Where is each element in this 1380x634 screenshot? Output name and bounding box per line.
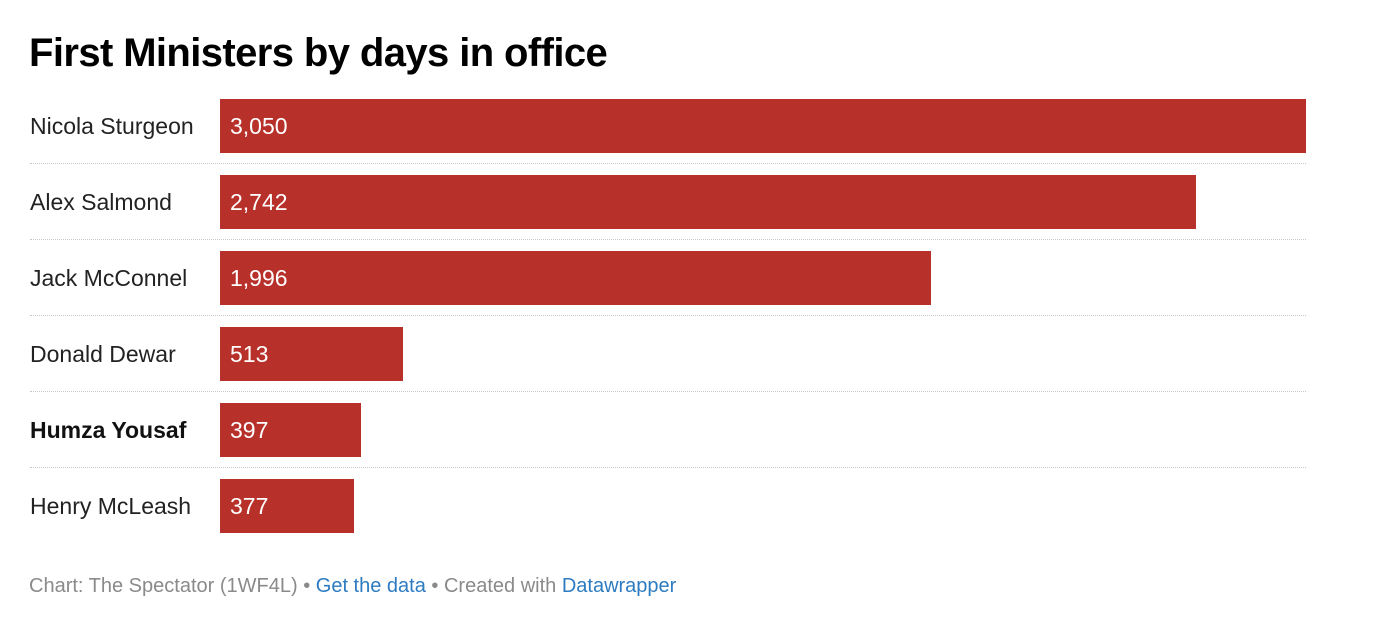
bar-row: Alex Salmond 2,742 [0,175,1306,251]
datawrapper-link[interactable]: Datawrapper [561,575,677,597]
row-separator [30,391,1306,392]
bar [220,327,403,381]
get-the-data-link[interactable]: Get the data [315,575,426,597]
category-label: Alex Salmond [30,189,172,215]
category-label: Jack McConnel [30,265,188,291]
bar [220,479,354,533]
row-separator [30,239,1306,240]
bar-value-label: 3,050 [230,113,288,139]
bar-value-label: 2,742 [230,189,288,215]
category-label: Donald Dewar [30,341,176,367]
bar-value-label: 377 [230,493,269,519]
bar-row: Nicola Sturgeon 3,050 [0,99,1306,175]
bar-value-label: 397 [230,417,269,443]
footer-created-with: Created with [443,575,557,597]
category-label: Nicola Sturgeon [30,113,194,139]
category-label: Humza Yousaf [30,417,187,443]
bar [220,403,361,457]
footer-separator: • [303,575,311,597]
bar [220,251,931,305]
bar-row: Jack McConnel 1,996 [0,251,1306,327]
footer-separator-2: • [431,575,439,597]
bar-value-label: 1,996 [230,265,288,291]
bar [220,99,1306,153]
row-separator [30,467,1306,468]
bar-value-label: 513 [230,341,269,367]
chart-footer: Chart: The Spectator (1WF4L) • Get the d… [29,573,676,599]
row-separator [30,315,1306,316]
bar-row: Henry McLeash 377 [0,479,1306,555]
footer-source: Chart: The Spectator (1WF4L) [29,575,298,597]
bar-row: Humza Yousaf 397 [0,403,1306,479]
bar-row: Donald Dewar 513 [0,327,1306,403]
bar [220,175,1196,229]
category-label: Henry McLeash [30,493,192,519]
chart-title: First Ministers by days in office [29,31,608,75]
row-separator [30,163,1306,164]
